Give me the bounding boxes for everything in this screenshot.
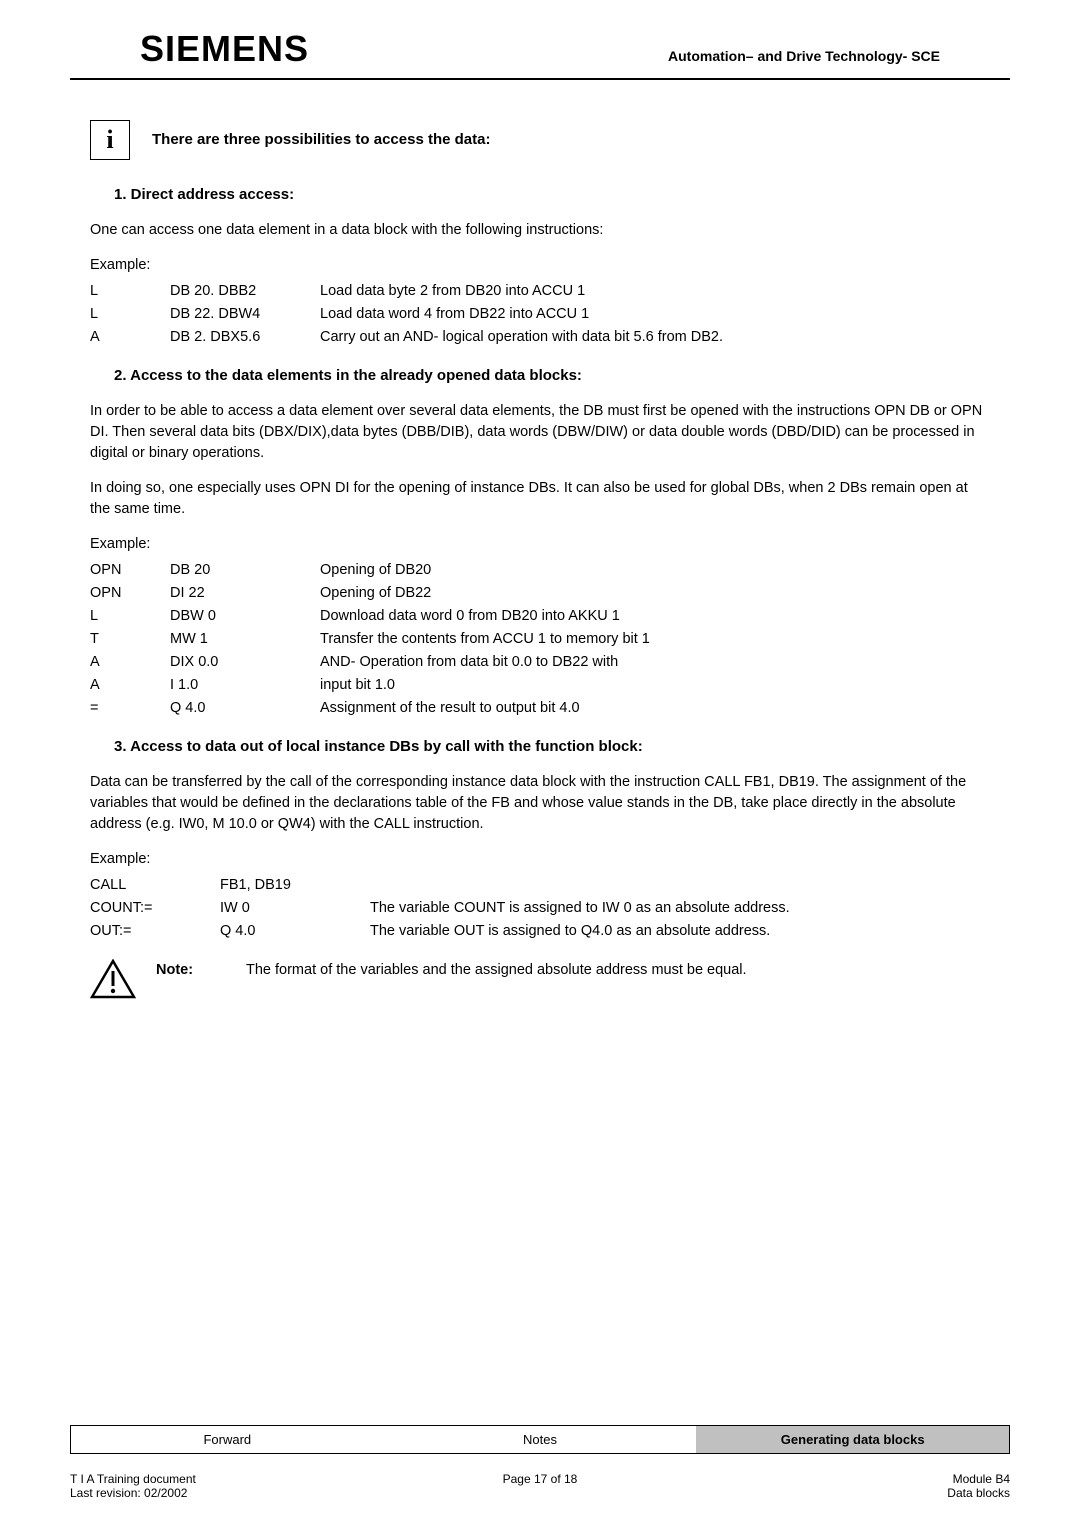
table-row: OPNDI 22Opening of DB22 [90,582,650,605]
table-row: COUNT:=IW 0The variable COUNT is assigne… [90,897,790,920]
info-title: There are three possibilities to access … [152,129,490,151]
table-row: AI 1.0input bit 1.0 [90,674,650,697]
footer-nav-generating[interactable]: Generating data blocks [696,1426,1009,1453]
table-row: OPNDB 20Opening of DB20 [90,559,650,582]
section3-para: Data can be transferred by the call of t… [90,772,990,835]
note-text-wrap: Note: The format of the variables and th… [156,959,747,982]
section3-example-label: Example: [90,849,990,870]
table-row: TMW 1Transfer the contents from ACCU 1 t… [90,628,650,651]
note-label: Note: [156,959,246,982]
footer-nav-forward[interactable]: Forward [71,1426,384,1453]
section1-para: One can access one data element in a dat… [90,220,990,241]
page-content: i There are three possibilities to acces… [0,80,1080,999]
note-text: The format of the variables and the assi… [246,959,747,982]
section1-heading: 1. Direct address access: [114,184,990,206]
note-row: Note: The format of the variables and th… [90,959,990,999]
footer-meta: T I A Training document Last revision: 0… [70,1472,1010,1500]
section3-heading: 3. Access to data out of local instance … [114,736,990,758]
section2-para1: In order to be able to access a data ele… [90,401,990,464]
table-row: =Q 4.0Assignment of the result to output… [90,697,650,720]
table-row: ADIX 0.0AND- Operation from data bit 0.0… [90,651,650,674]
section3-table: CALLFB1, DB19 COUNT:=IW 0The variable CO… [90,874,790,943]
section2-example-label: Example: [90,534,990,555]
siemens-logo: SIEMENS [140,28,309,70]
section2-table: OPNDB 20Opening of DB20 OPNDI 22Opening … [90,559,650,720]
table-row: OUT:=Q 4.0The variable OUT is assigned t… [90,920,790,943]
info-icon: i [90,120,130,160]
table-row: LDB 20. DBB2Load data byte 2 from DB20 i… [90,280,723,303]
section2-heading: 2. Access to the data elements in the al… [114,365,990,387]
section1-example-label: Example: [90,255,990,276]
header-subtitle: Automation– and Drive Technology- SCE [668,48,940,64]
table-row: ADB 2. DBX5.6Carry out an AND- logical o… [90,326,723,349]
page-header: SIEMENS Automation– and Drive Technology… [70,0,1010,80]
footer-nav: Forward Notes Generating data blocks [70,1425,1010,1454]
table-row: LDB 22. DBW4Load data word 4 from DB22 i… [90,303,723,326]
section1-table: LDB 20. DBB2Load data byte 2 from DB20 i… [90,280,723,349]
table-row: CALLFB1, DB19 [90,874,790,897]
info-row: i There are three possibilities to acces… [90,120,990,160]
section2-para2: In doing so, one especially uses OPN DI … [90,478,990,520]
footer-page-number: Page 17 of 18 [70,1472,1010,1486]
warning-icon [90,959,136,999]
table-row: LDBW 0Download data word 0 from DB20 int… [90,605,650,628]
footer-nav-notes[interactable]: Notes [384,1426,697,1453]
